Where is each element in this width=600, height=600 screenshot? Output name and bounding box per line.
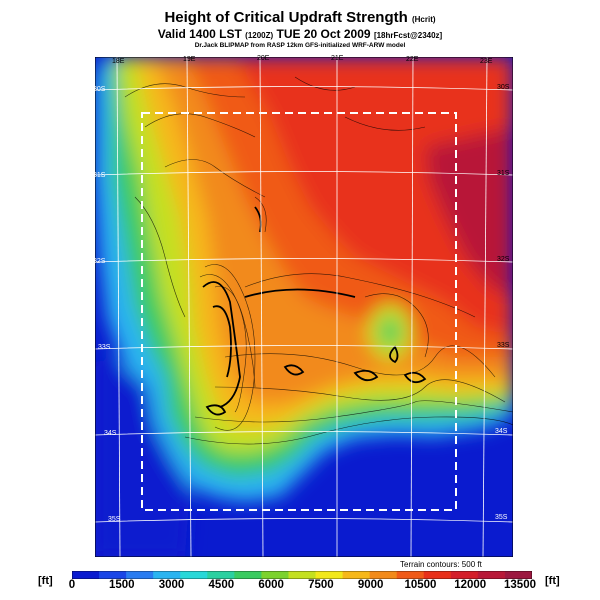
colorbar-swatch <box>153 571 181 579</box>
lon-label-bottom: 21E <box>333 560 346 567</box>
lat-label-right: 32S <box>497 256 510 263</box>
colorbar-swatch <box>315 571 344 579</box>
colorbar-swatch <box>342 571 371 579</box>
colorbar-swatch <box>99 571 127 579</box>
colorbar-tick-label: 9000 <box>357 579 384 591</box>
colorbar-tick-label: 10500 <box>404 579 437 591</box>
lon-label-top: 21E <box>331 55 344 62</box>
lat-label-left: 32S <box>93 258 106 265</box>
lat-label-right: 30S <box>497 84 510 91</box>
colorbar-swatch <box>369 571 398 579</box>
colorbar-swatch <box>450 571 479 579</box>
colorbar-swatch <box>207 571 235 579</box>
colorbar-swatch <box>126 571 154 579</box>
lat-label-left: 30S <box>93 86 106 93</box>
forecast-map <box>95 57 513 557</box>
colorbar-swatch <box>504 571 532 579</box>
colorbar-swatch <box>396 571 425 579</box>
colorbar-tick-label: 1500 <box>108 579 135 591</box>
colorbar-tick-label: 6000 <box>258 579 284 591</box>
colorbar-tick-label: 0 <box>68 579 76 591</box>
colorbar-tick-label: 4500 <box>208 579 235 591</box>
lat-label-right: 35S <box>495 514 508 521</box>
terrain-contours-note: Terrain contours: 500 ft <box>400 560 482 569</box>
lat-label-right: 34S <box>495 428 508 435</box>
map-title: Height of Critical Updraft Strength (Hcr… <box>164 9 436 26</box>
lon-label-bottom: 20E <box>262 560 275 567</box>
lat-label-right: 33S <box>497 342 510 349</box>
lat-label-left: 35S <box>108 516 121 523</box>
lon-label-top: 22E <box>406 56 419 63</box>
colorbar-swatch <box>180 571 208 579</box>
lon-label-top: 23E <box>480 58 493 65</box>
terrain-contours <box>124 76 513 445</box>
lat-label-left: 31S <box>93 172 106 179</box>
colorbar-unit-left: [ft] <box>38 575 53 587</box>
colorbar-swatch <box>423 571 452 579</box>
lon-label-bottom: 19E <box>193 560 206 567</box>
colorbar-swatch <box>261 571 289 579</box>
lon-label-top: 19E <box>183 56 196 63</box>
lat-label-left: 34S <box>104 430 117 437</box>
model-credit: Dr.Jack BLIPMAP from RASP 12km GFS-initi… <box>194 42 406 49</box>
lat-label-left: 33S <box>98 344 111 351</box>
colorbar-unit-right: [ft] <box>545 575 560 587</box>
colorbar-swatch <box>234 571 262 579</box>
lat-lon-grid <box>95 57 513 557</box>
map-subtitle: Valid 1400 LST (1200Z) TUE 20 Oct 2009 [… <box>157 27 443 41</box>
colorbar-tick-label: 7500 <box>308 579 334 591</box>
colorbar-tick-label: 3000 <box>158 579 185 591</box>
colorbar <box>72 571 532 579</box>
colorbar-tick-label: 12000 <box>454 579 487 591</box>
lon-label-bottom: 18E <box>120 562 133 569</box>
inner-domain-box <box>141 112 457 511</box>
lat-label-right: 31S <box>497 170 510 177</box>
lon-label-top: 18E <box>112 58 125 65</box>
colorbar-swatch <box>477 571 506 579</box>
lon-label-top: 20E <box>257 55 270 62</box>
colorbar-tick-label: 13500 <box>504 579 536 591</box>
colorbar-swatch <box>72 571 100 579</box>
colorbar-swatch <box>288 571 317 579</box>
